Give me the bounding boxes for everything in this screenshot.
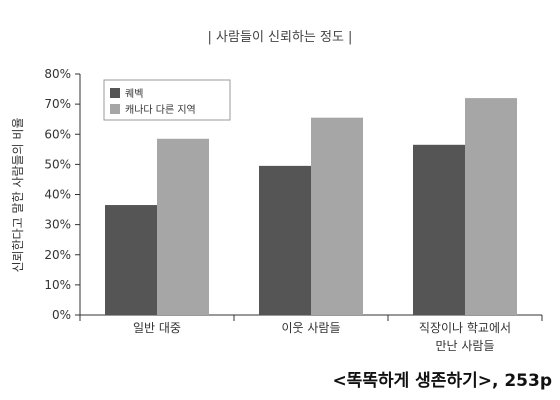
legend-label: 캐나다 다른 지역 [125, 104, 196, 116]
y-axis: 0% 10% 20% 30% 40% 50% 60% 70% 80% [44, 67, 81, 322]
y-axis-title: 신뢰한다고 말한 사람들의 비율 [11, 118, 25, 273]
y-tick-label: 0% [52, 308, 71, 322]
y-tick-label: 50% [44, 157, 71, 171]
bar-rest-of-canada [311, 117, 363, 316]
y-tick-label: 10% [44, 278, 71, 292]
y-tick-label: 40% [44, 188, 71, 202]
legend-box [103, 79, 231, 121]
legend-swatch [110, 88, 120, 98]
legend-label: 퀘벡 [125, 88, 143, 100]
bar-quebec [413, 144, 465, 315]
x-category-label: 만난 사람들 [435, 339, 494, 353]
bars [105, 98, 517, 316]
bar-rest-of-canada [157, 138, 209, 315]
x-category-label: 일반 대중 [133, 321, 181, 335]
chart-title: | 사람들이 신뢰하는 정도 | [207, 30, 353, 45]
y-tick-label: 30% [44, 218, 71, 232]
x-category-label: 이웃 사람들 [281, 321, 340, 335]
bar-quebec [259, 165, 311, 315]
x-category-label: 직장이나 학교에서 [419, 321, 511, 335]
source-citation: <똑똑하게 생존하기>, 253p [332, 371, 552, 391]
bar-quebec [105, 205, 157, 315]
y-tick-label: 60% [44, 127, 71, 141]
y-tick-label: 20% [44, 248, 71, 262]
bar-rest-of-canada [465, 98, 517, 315]
legend-swatch [110, 104, 120, 114]
y-tick-label: 80% [44, 67, 71, 81]
y-tick-label: 70% [44, 97, 71, 111]
